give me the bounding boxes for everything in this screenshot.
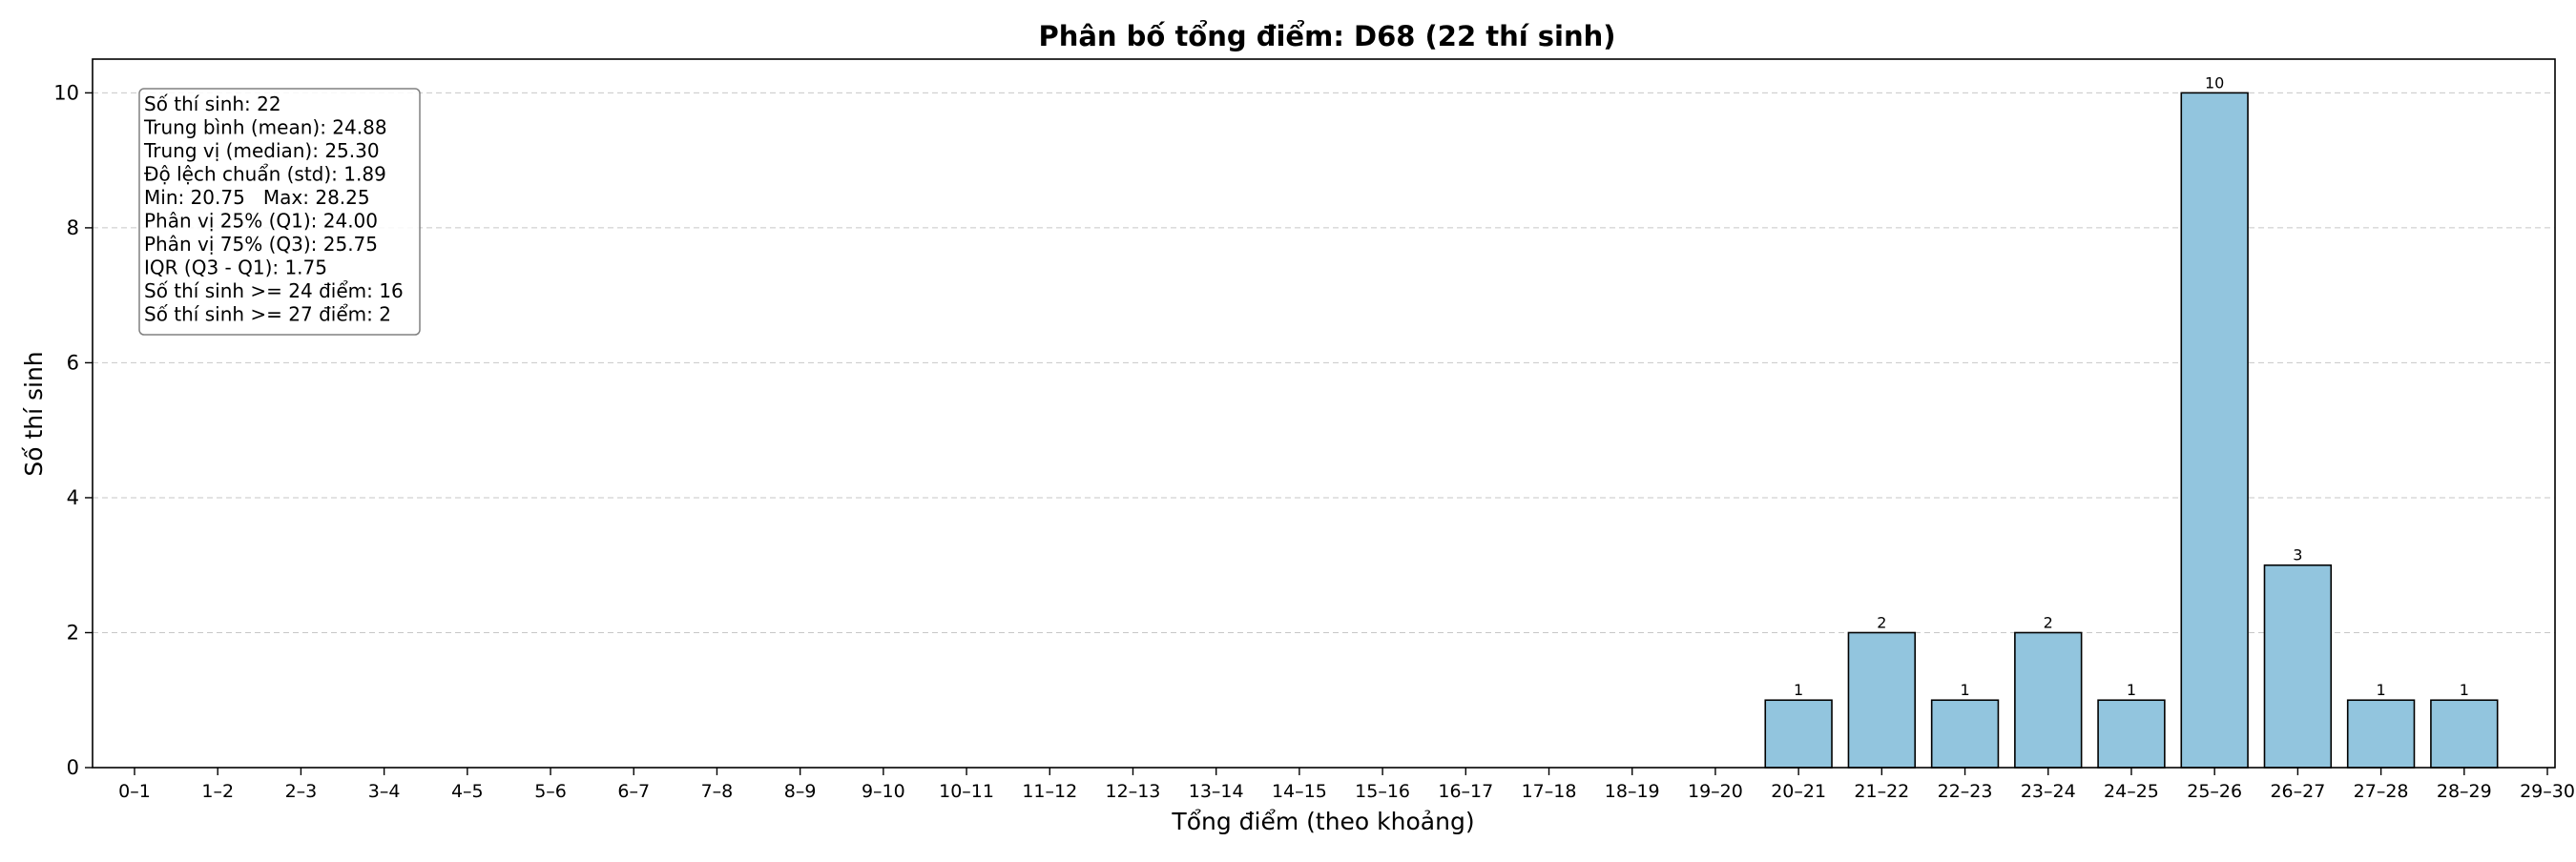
- y-tick-label: 6: [67, 351, 79, 374]
- x-tick-label: 16–17: [1438, 781, 1493, 802]
- x-tick-label: 8–9: [784, 781, 817, 802]
- x-tick-label: 27–28: [2354, 781, 2409, 802]
- x-tick-label: 19–20: [1688, 781, 1743, 802]
- x-tick-label: 7–8: [701, 781, 734, 802]
- x-tick-label: 11–12: [1022, 781, 1077, 802]
- stats-line: IQR (Q3 - Q1): 1.75: [144, 257, 327, 279]
- x-tick-label: 3–4: [368, 781, 401, 802]
- x-tick-label: 10–11: [939, 781, 994, 802]
- bar-value-label: 1: [1960, 681, 1969, 699]
- stats-line: Trung vị (median): 25.30: [143, 139, 380, 162]
- x-tick-label: 22–23: [1938, 781, 1993, 802]
- bar-20–21: [1764, 699, 1833, 769]
- y-tick-label: 0: [67, 756, 79, 779]
- stats-box-frame: [138, 88, 421, 336]
- grid-lines: [93, 92, 2555, 633]
- stats-line: Min: 20.75 Max: 28.25: [144, 186, 370, 209]
- stats-line: Số thí sinh: 22: [144, 92, 281, 115]
- stats-line: Số thí sinh >= 24 điểm: 16: [144, 279, 404, 302]
- x-axis-ticks: 0–1 1–2 2–3 3–4 4–5 5–6 6–7 7–8 8–9 9–10 10–11 11–1…: [118, 768, 2575, 802]
- bar-value-label: 1: [2127, 681, 2136, 699]
- y-tick-label: 10: [53, 81, 79, 104]
- bar-22–23: [1930, 699, 2000, 769]
- bar-value-label: 2: [1877, 613, 1886, 631]
- bar-21–22: [1847, 631, 1917, 769]
- x-tick-label: 0–1: [118, 781, 151, 802]
- bar-28–29: [2430, 699, 2499, 769]
- bar-25–26: [2180, 92, 2249, 769]
- bar-value-label: 2: [2044, 613, 2053, 631]
- x-tick-label: 23–24: [2021, 781, 2076, 802]
- bar-value-label: 10: [2205, 73, 2224, 92]
- x-tick-label: 2–3: [285, 781, 318, 802]
- x-axis-label: Tổng điểm (theo khoảng): [1171, 808, 1474, 835]
- bar-value-label: 1: [2460, 681, 2469, 699]
- x-tick-label: 6–7: [617, 781, 650, 802]
- x-tick-label: 29–30: [2520, 781, 2575, 802]
- y-axis-label: Số thí sinh: [20, 351, 48, 476]
- bar-value-label: 1: [1794, 681, 1803, 699]
- x-tick-label: 1–2: [201, 781, 234, 802]
- x-tick-label: 26–27: [2270, 781, 2325, 802]
- bar-27–28: [2346, 699, 2416, 769]
- bars: 1 2 1 2 1 10 3 1 1: [1764, 73, 2499, 769]
- stats-line: Phân vị 75% (Q3): 25.75: [144, 233, 378, 256]
- y-tick-label: 8: [67, 216, 79, 239]
- bar-23–24: [2014, 631, 2083, 769]
- x-tick-label: 21–22: [1854, 781, 1909, 802]
- stats-line: Trung bình (mean): 24.88: [143, 116, 387, 139]
- x-tick-label: 18–19: [1605, 781, 1660, 802]
- x-tick-label: 28–29: [2437, 781, 2492, 802]
- x-tick-label: 9–10: [862, 781, 905, 802]
- x-tick-label: 12–13: [1106, 781, 1161, 802]
- y-axis-ticks: 0 2 4 6 8 10: [53, 81, 93, 779]
- x-tick-label: 25–26: [2187, 781, 2242, 802]
- stats-line: Độ lệch chuẩn (std): 1.89: [144, 163, 386, 186]
- bar-value-label: 3: [2293, 546, 2302, 564]
- x-tick-label: 4–5: [451, 781, 484, 802]
- bar-value-label: 1: [2376, 681, 2385, 699]
- plot-frame: [92, 58, 2556, 769]
- x-tick-label: 13–14: [1189, 781, 1244, 802]
- x-tick-label: 24–25: [2104, 781, 2159, 802]
- y-tick-label: 2: [67, 621, 79, 644]
- x-tick-label: 14–15: [1272, 781, 1327, 802]
- bar-24–25: [2097, 699, 2166, 769]
- stats-line: Phân vị 25% (Q1): 24.00: [144, 210, 378, 233]
- x-tick-label: 20–21: [1771, 781, 1826, 802]
- x-tick-label: 15–16: [1355, 781, 1410, 802]
- bar-26–27: [2263, 564, 2333, 769]
- chart-title: Phân bố tổng điểm: D68 (22 thí sinh): [1038, 20, 1615, 52]
- stats-line: Số thí sinh >= 27 điểm: 2: [144, 303, 391, 326]
- y-tick-label: 4: [67, 486, 79, 509]
- x-tick-label: 5–6: [534, 781, 567, 802]
- x-tick-label: 17–18: [1522, 781, 1577, 802]
